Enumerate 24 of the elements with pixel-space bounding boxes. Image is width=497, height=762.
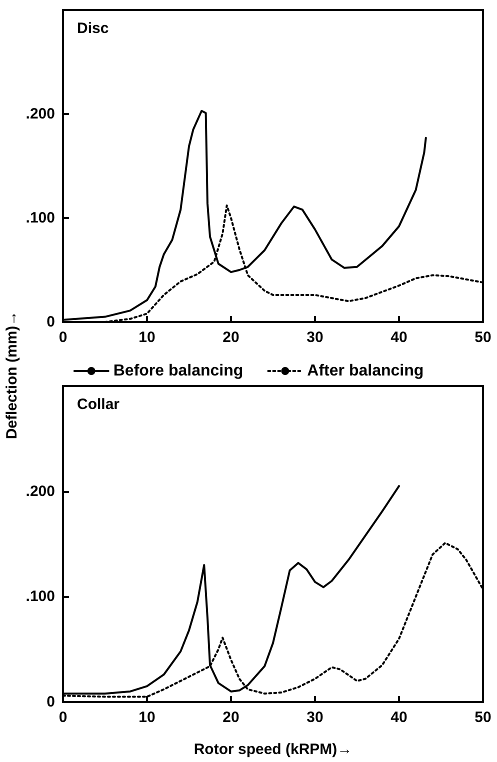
x-tick-label: 50 xyxy=(474,329,492,346)
legend-label: Before balancing xyxy=(113,362,244,380)
y-tick-label: 0 xyxy=(46,694,55,710)
x-tick-label: 40 xyxy=(390,329,408,346)
x-tick-label: 20 xyxy=(222,709,240,726)
x-tick-label: 10 xyxy=(138,709,156,726)
x-tick-label: 0 xyxy=(58,329,68,346)
x-tick-label: 50 xyxy=(474,709,492,726)
x-tick-label: 20 xyxy=(222,329,240,346)
x-axis-title: Rotor speed (kRPM)→ xyxy=(194,741,352,758)
x-tick-label: 30 xyxy=(306,329,324,346)
x-tick-label: 30 xyxy=(306,709,324,726)
text: Disc xyxy=(77,20,109,37)
text: Collar xyxy=(77,396,120,413)
x-tick-label: 0 xyxy=(58,709,68,726)
y-axis-title: Deflection (mm)→ xyxy=(4,310,20,440)
y-tick-label: .200 xyxy=(26,482,55,500)
y-tick-label: .100 xyxy=(26,210,55,226)
y-tick-label: 0 xyxy=(46,314,55,330)
x-tick-label: 10 xyxy=(138,329,156,346)
legend-label: After balancing xyxy=(307,362,424,380)
x-tick-label: 40 xyxy=(390,709,408,726)
y-tick-label: .100 xyxy=(26,588,55,606)
y-tick-label: .200 xyxy=(26,106,55,122)
